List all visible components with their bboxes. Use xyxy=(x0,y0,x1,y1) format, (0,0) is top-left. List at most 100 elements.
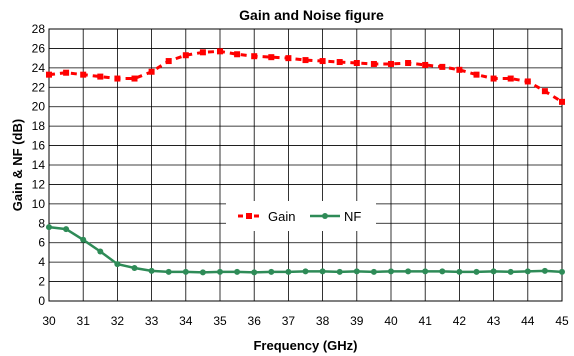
x-tick-label: 33 xyxy=(145,314,159,328)
y-tick-label: 4 xyxy=(38,255,45,269)
gain-point xyxy=(165,58,172,65)
y-tick-label: 18 xyxy=(32,119,46,133)
gain-point xyxy=(199,49,206,56)
nf-point xyxy=(165,268,172,275)
y-axis-title: Gain & NF (dB) xyxy=(10,119,25,211)
legend-marker-gain xyxy=(246,213,252,219)
nf-point xyxy=(199,269,206,276)
nf-point xyxy=(524,268,531,275)
nf-point xyxy=(285,268,292,275)
x-tick-label: 40 xyxy=(384,314,398,328)
nf-point xyxy=(114,261,121,268)
gain-point xyxy=(268,54,275,61)
nf-point xyxy=(217,268,223,275)
y-tick-label: 16 xyxy=(32,139,46,153)
nf-point xyxy=(97,248,104,255)
legend-label-nf: NF xyxy=(344,209,361,224)
gain-point xyxy=(490,75,497,82)
gain-point xyxy=(251,53,258,60)
nf-point xyxy=(559,268,565,275)
nf-point xyxy=(422,268,429,275)
gain-point xyxy=(148,68,155,75)
nf-point xyxy=(182,268,189,275)
x-axis-title: Frequency (GHz) xyxy=(253,338,357,353)
gain-point xyxy=(217,48,223,55)
y-tick-label: 6 xyxy=(38,236,45,250)
nf-point xyxy=(473,268,480,275)
gain-point xyxy=(422,61,429,68)
x-tick-label: 39 xyxy=(350,314,364,328)
legend-item-nf xyxy=(310,213,340,219)
y-tick-label: 12 xyxy=(32,177,46,191)
gain-point xyxy=(302,57,309,64)
series-layer xyxy=(46,48,565,276)
y-tick-label: 0 xyxy=(38,294,45,308)
legend-label-gain: Gain xyxy=(268,209,295,224)
nf-point xyxy=(268,268,275,275)
series-line-nf xyxy=(48,225,563,274)
grid xyxy=(48,28,563,302)
nf-point xyxy=(370,268,377,275)
nf-point xyxy=(148,267,155,274)
nf-point xyxy=(353,268,360,275)
nf-point xyxy=(541,267,548,274)
gain-point xyxy=(285,55,292,62)
x-tick-label: 35 xyxy=(213,314,227,328)
nf-point xyxy=(439,268,446,275)
nf-point xyxy=(336,268,343,275)
gain-point xyxy=(234,51,241,58)
nf-point xyxy=(490,268,497,275)
x-tick-label: 34 xyxy=(179,314,193,328)
y-tick-label: 14 xyxy=(32,158,46,172)
x-tick-label: 32 xyxy=(111,314,125,328)
nf-point xyxy=(319,268,326,275)
x-tick-label: 43 xyxy=(487,314,501,328)
gain-point xyxy=(131,75,138,82)
nf-point xyxy=(63,226,70,233)
y-tick-label: 24 xyxy=(32,61,46,75)
gain-point xyxy=(439,63,446,70)
gain-point xyxy=(405,60,412,66)
x-tick-label: 38 xyxy=(316,314,330,328)
x-tick-label: 31 xyxy=(77,314,91,328)
nf-point xyxy=(302,268,309,275)
gain-point xyxy=(473,71,480,78)
plot-area-frame xyxy=(48,28,563,302)
gain-point xyxy=(456,66,463,73)
x-tick-label: 41 xyxy=(419,314,433,328)
gain-point xyxy=(559,98,565,105)
y-tick-label: 10 xyxy=(32,197,46,211)
y-tick-label: 2 xyxy=(38,275,45,289)
chart-title: Gain and Noise figure xyxy=(239,7,384,23)
nf-point xyxy=(234,268,241,275)
gain-point xyxy=(319,58,326,65)
legend: Gain NF xyxy=(226,201,376,231)
y-tick-label: 20 xyxy=(32,100,46,114)
gain-point xyxy=(524,78,531,85)
y-tick-label: 22 xyxy=(32,80,46,94)
x-tick-label: 45 xyxy=(555,314,569,328)
x-tick-labels: 30 31 32 33 34 35 36 37 38 39 40 41 42 43 44 45 xyxy=(42,314,569,328)
gain-point xyxy=(97,73,104,80)
x-tick-label: 36 xyxy=(248,314,262,328)
legend-item-gain xyxy=(238,213,260,219)
nf-point xyxy=(46,224,52,231)
legend-marker-nf xyxy=(322,213,328,219)
gain-point xyxy=(114,75,121,82)
nf-point xyxy=(80,236,87,243)
y-tick-label: 8 xyxy=(38,216,45,230)
gain-point xyxy=(63,69,70,76)
x-tick-label: 44 xyxy=(521,314,535,328)
gain-point xyxy=(388,60,394,67)
x-tick-label: 30 xyxy=(42,314,56,328)
nf-point xyxy=(131,264,138,271)
gain-point xyxy=(507,75,514,82)
gain-point xyxy=(46,71,52,78)
y-tick-label: 28 xyxy=(32,22,46,36)
gain-point xyxy=(541,88,548,95)
x-tick-label: 42 xyxy=(453,314,467,328)
nf-point xyxy=(507,268,514,275)
y-tick-label: 26 xyxy=(32,41,46,55)
gain-point xyxy=(182,52,189,59)
